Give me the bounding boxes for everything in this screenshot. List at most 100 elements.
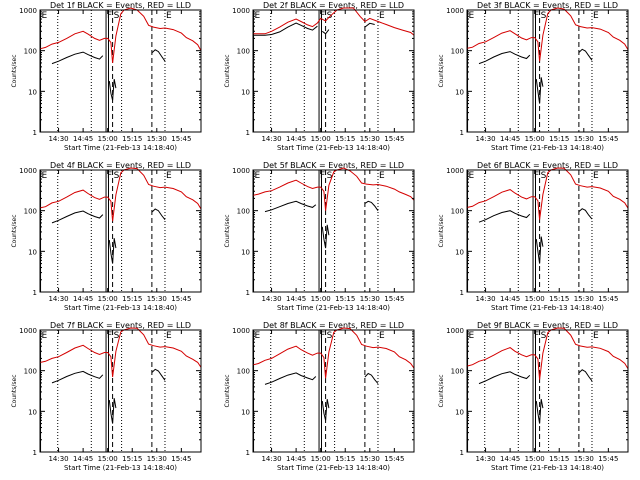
- marker-label: F: [107, 11, 112, 21]
- x-tick-label: 15:45: [171, 135, 191, 143]
- x-tick-label: 15:15: [122, 135, 142, 143]
- marker-label: S: [114, 331, 120, 341]
- x-tick-label: 15:30: [574, 295, 594, 303]
- y-tick-label: 100: [451, 48, 464, 56]
- y-tick-label: 1: [33, 129, 37, 137]
- y-tick-label: 1000: [446, 7, 464, 15]
- series-events-line: [535, 236, 544, 264]
- series-events-line: [321, 224, 330, 249]
- marker-label: E: [593, 331, 599, 341]
- y-tick-label: 10: [28, 88, 37, 96]
- y-tick-label: 100: [237, 48, 250, 56]
- marker-label: S: [541, 331, 547, 341]
- x-tick-label: 15:00: [311, 295, 331, 303]
- plot-frame: [39, 9, 202, 133]
- series-events-line: [108, 398, 117, 424]
- x-tick-label: 14:45: [500, 455, 520, 463]
- marker-label: E: [593, 171, 599, 181]
- series-lld-line: [467, 167, 629, 220]
- x-tick-label: 15:15: [549, 135, 569, 143]
- y-axis-label: Counts/sec: [438, 214, 445, 247]
- x-tick-label: 14:30: [475, 135, 495, 143]
- y-tick-label: 1: [460, 289, 464, 297]
- x-tick-label: 15:00: [525, 455, 545, 463]
- marker-label: F: [107, 331, 112, 341]
- y-tick-label: 1: [246, 129, 250, 137]
- x-axis-label: Start Time (21-Feb-13 14:18:40): [491, 464, 604, 472]
- marker-label: F: [534, 11, 539, 21]
- marker-label: E: [255, 171, 261, 181]
- marker-label: E: [166, 11, 172, 21]
- y-tick-label: 1000: [446, 167, 464, 175]
- y-tick-label: 100: [451, 208, 464, 216]
- y-tick-label: 1000: [19, 167, 37, 175]
- plot-frame: [466, 9, 629, 133]
- marker-label: E: [593, 11, 599, 21]
- x-tick-label: 14:30: [48, 455, 68, 463]
- y-tick-label: 100: [24, 48, 37, 56]
- x-tick-label: 15:15: [335, 455, 355, 463]
- marker-label: E: [469, 331, 475, 341]
- marker-label: E: [166, 171, 172, 181]
- panel-title: Det 4f BLACK = Events, RED = LLD: [50, 161, 191, 170]
- plot-frame: [252, 9, 415, 133]
- series-events-line: [51, 210, 104, 224]
- x-axis-label: Start Time (21-Feb-13 14:18:40): [277, 144, 390, 152]
- marker-label: E: [255, 11, 261, 21]
- x-axis-label: Start Time (21-Feb-13 14:18:40): [64, 144, 177, 152]
- x-tick-label: 14:30: [475, 295, 495, 303]
- y-axis-label: Counts/sec: [438, 374, 445, 407]
- series-events-line: [364, 22, 375, 28]
- y-tick-label: 1000: [232, 167, 250, 175]
- series-events-line: [151, 49, 166, 62]
- series-events-line: [108, 79, 117, 101]
- marker-label: E: [469, 171, 475, 181]
- x-tick-label: 14:45: [286, 295, 306, 303]
- y-tick-label: 10: [455, 408, 464, 416]
- plot-frame: [252, 169, 415, 293]
- series-events-line: [321, 29, 330, 35]
- x-tick-label: 15:00: [98, 135, 118, 143]
- panel-title: Det 9f BLACK = Events, RED = LLD: [477, 321, 618, 330]
- series-events-line: [253, 22, 318, 36]
- panel-title: Det 6f BLACK = Events, RED = LLD: [477, 161, 618, 170]
- y-tick-label: 100: [237, 208, 250, 216]
- series-events-line: [51, 51, 104, 65]
- series-events-line: [478, 371, 531, 385]
- panel-title: Det 1f BLACK = Events, RED = LLD: [50, 1, 191, 10]
- x-tick-label: 15:00: [311, 135, 331, 143]
- x-tick-label: 15:30: [360, 455, 380, 463]
- x-tick-label: 15:45: [598, 135, 618, 143]
- marker-label: S: [327, 331, 333, 341]
- y-tick-label: 100: [237, 368, 250, 376]
- x-tick-label: 15:45: [384, 135, 404, 143]
- marker-label: E: [469, 11, 475, 21]
- x-axis-label: Start Time (21-Feb-13 14:18:40): [491, 144, 604, 152]
- series-lld-line: [253, 167, 415, 211]
- y-tick-label: 1000: [19, 7, 37, 15]
- y-tick-label: 1: [460, 129, 464, 137]
- y-tick-label: 100: [24, 208, 37, 216]
- x-tick-label: 14:30: [48, 135, 68, 143]
- y-tick-label: 1000: [232, 7, 250, 15]
- marker-label: E: [379, 331, 385, 341]
- series-events-line: [535, 77, 544, 104]
- x-tick-label: 15:00: [525, 135, 545, 143]
- series-events-line: [151, 368, 166, 381]
- x-tick-label: 14:30: [475, 455, 495, 463]
- x-tick-label: 15:00: [98, 295, 118, 303]
- x-tick-label: 15:30: [147, 455, 167, 463]
- series-events-line: [264, 200, 317, 213]
- x-tick-label: 14:30: [261, 455, 281, 463]
- x-tick-label: 14:45: [73, 135, 93, 143]
- x-tick-label: 14:45: [73, 455, 93, 463]
- x-tick-label: 14:45: [500, 295, 520, 303]
- marker-label: E: [42, 171, 48, 181]
- x-tick-label: 15:30: [574, 455, 594, 463]
